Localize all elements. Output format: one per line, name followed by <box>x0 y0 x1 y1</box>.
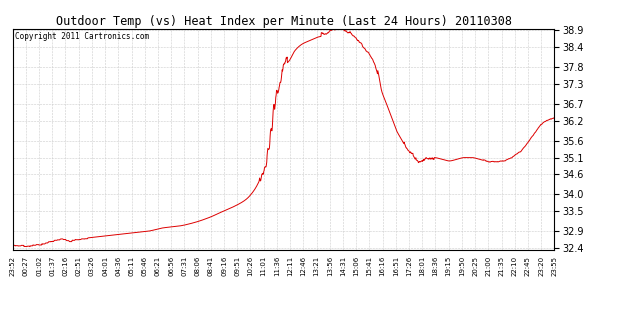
Title: Outdoor Temp (vs) Heat Index per Minute (Last 24 Hours) 20110308: Outdoor Temp (vs) Heat Index per Minute … <box>55 15 512 28</box>
Text: Copyright 2011 Cartronics.com: Copyright 2011 Cartronics.com <box>15 32 149 41</box>
